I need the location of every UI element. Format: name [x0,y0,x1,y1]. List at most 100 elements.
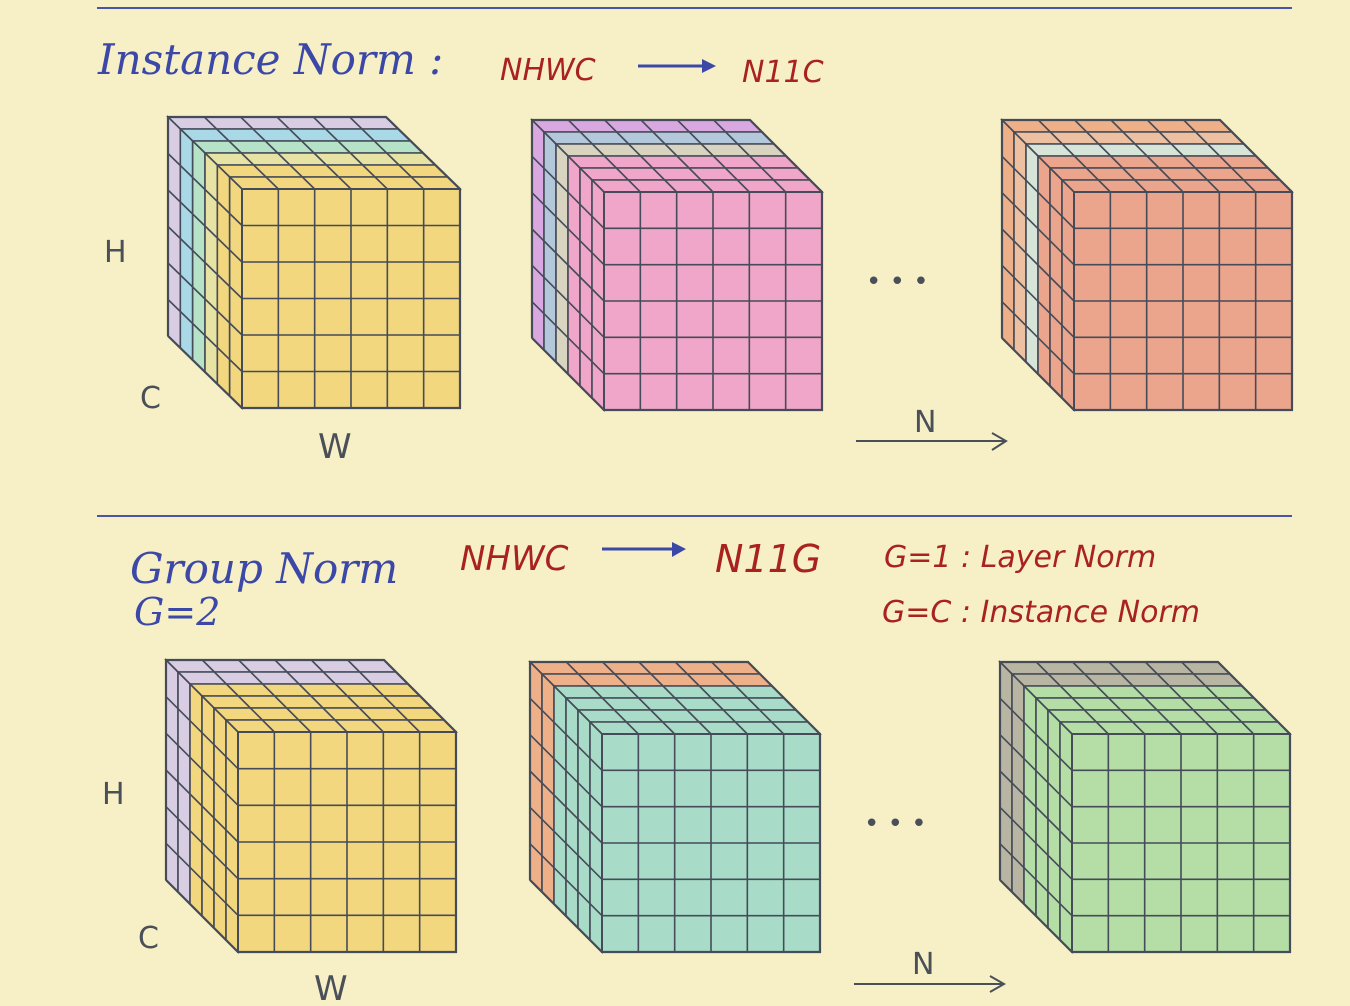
grid-line [1061,252,1075,266]
grid-line [565,661,579,675]
grid-line [1083,709,1097,723]
grid-line [1181,661,1195,675]
grid-line [1023,794,1037,808]
grid-line [1231,167,1245,181]
grid-line [362,164,376,178]
grid-line [1047,891,1061,905]
grid-line [1158,131,1172,145]
grid-line [1011,855,1025,869]
grid-line [652,167,666,181]
grid-line [1001,155,1015,169]
grid-line [1037,228,1051,242]
grid-line [652,131,666,145]
grid-line [192,249,206,264]
grid-line [674,697,688,711]
grid-line [555,325,569,339]
grid-line [1025,179,1039,193]
grid-line [1037,264,1051,278]
grid-line [589,903,603,917]
grid-line [543,167,557,181]
grid-line [640,119,654,133]
grid-line [361,128,375,142]
grid-line [531,228,545,242]
grid-line [1061,143,1075,157]
instance-shape-to: N11C [742,55,824,90]
grid-line [1241,721,1255,735]
grid-line [1073,155,1087,169]
grid-line [264,140,279,154]
grid-line [640,155,654,169]
grid-line [555,216,569,230]
grid-line [543,276,557,290]
grid-line [213,744,227,758]
grid-line [1205,685,1219,699]
grid-line [337,140,351,154]
group-shape-to: N11G [715,537,821,581]
grid-line [567,228,581,242]
grid-line [676,155,690,169]
grid-line [1059,830,1073,844]
cube-outline [530,118,824,412]
grid-line [203,116,218,130]
grid-line [1059,903,1073,917]
grid-line [698,685,712,699]
grid-line [1049,131,1063,145]
grid-line [1023,721,1037,735]
grid-line [407,719,421,733]
group-cube-2 [528,660,822,954]
grid-line [167,262,181,276]
grid-line [747,697,761,711]
grid-line [238,659,252,673]
grid-line [1037,300,1051,314]
grid-line [165,806,179,820]
grid-line [577,854,591,868]
grid-line [177,818,191,832]
grid-line [1207,143,1221,157]
grid-line [213,817,227,831]
grid-line [204,261,218,276]
grid-line [370,719,384,733]
grid-line [204,298,218,312]
grid-line [192,322,206,337]
grid-line [1134,143,1148,157]
grid-line [216,200,231,215]
grid-line [201,768,215,782]
grid-line [725,131,739,145]
grid-line [1013,167,1027,181]
grid-line [553,867,567,881]
grid-line [638,697,652,711]
cube-outline [1000,118,1294,412]
grid-line [553,758,567,772]
grid-line [167,152,181,167]
grid-line [201,842,215,856]
grid-line [664,179,678,193]
grid-line [1144,697,1158,711]
grid-line [1192,709,1206,723]
grid-line [579,131,593,145]
grid-line [229,322,243,336]
grid-line [286,671,300,685]
grid-line [1023,830,1037,844]
grid-line [177,744,191,758]
grid-line [604,119,618,133]
grid-line [1011,746,1025,760]
grid-line [1108,661,1122,675]
grid-line [201,659,215,673]
grid-line [664,143,678,157]
grid-line [591,324,605,338]
grid-line [1047,745,1061,759]
grid-line [999,697,1013,711]
grid-line [225,829,239,843]
grid-line [371,683,385,697]
grid-line [229,285,243,300]
instance-cube-1 [166,115,462,410]
grid-line [334,719,348,733]
grid-line [1061,324,1075,338]
grid-line [346,695,360,709]
grid-line [1025,216,1039,230]
grid-line [1061,361,1075,375]
grid-line [1156,709,1170,723]
grid-line [274,659,288,673]
grid-line [662,685,676,699]
grid-line [1061,288,1075,302]
